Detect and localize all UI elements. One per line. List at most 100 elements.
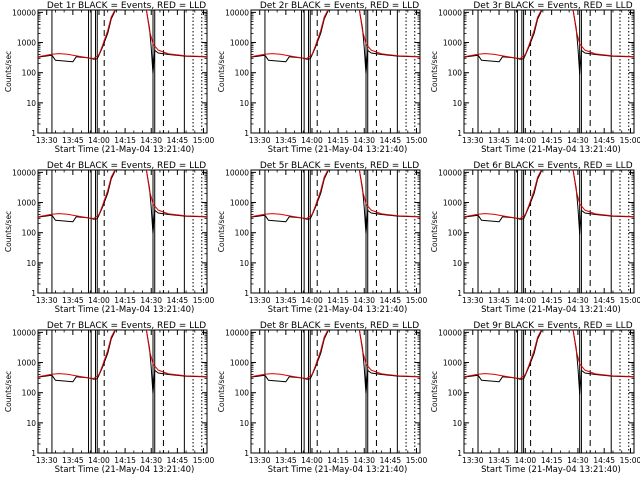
y-tick-label: 100 [235, 389, 250, 398]
y-tick-label: 1000 [17, 199, 36, 208]
y-axis-label: Counts/sec [217, 371, 226, 412]
x-tick-label: 14:15 [114, 136, 136, 145]
y-tick-label: 10 [26, 259, 36, 268]
y-tick-label: 1 [244, 289, 249, 298]
panel-3: Det 3r BLACK = Events, RED = LLD 1 10 100 10… [430, 1, 640, 155]
plot-area [464, 330, 634, 453]
x-tick-label: 14:00 [301, 296, 323, 305]
panel-7: Det 7r BLACK = Events, RED = LLD 1 10 100 10… [4, 321, 215, 475]
panel-9: Det 9r BLACK = Events, RED = LLD 1 10 100 10… [430, 321, 640, 475]
y-axis-label: Counts/sec [430, 51, 439, 92]
x-tick-label: 14:45 [380, 136, 402, 145]
plot-area [464, 170, 634, 293]
x-axis-label: Start Time (21-May-04 13:21:40) [481, 305, 621, 315]
plot-frame [37, 169, 208, 294]
series-line-lld [38, 330, 207, 379]
x-tick-label: 14:30 [140, 136, 162, 145]
series-line-events [251, 330, 420, 395]
y-tick-label: 1 [244, 449, 249, 458]
plot-frame [463, 9, 635, 134]
y-tick-label: 1 [31, 289, 36, 298]
x-tick-label: 13:30 [36, 456, 58, 465]
panel-title: Det 1r BLACK = Events, RED = LLD [47, 1, 206, 11]
x-tick-label: 13:30 [462, 136, 484, 145]
series-line-lld [464, 170, 634, 219]
y-tick-label: 1000 [230, 359, 249, 368]
y-tick-label: 1000 [443, 359, 462, 368]
x-tick-label: 15:00 [193, 136, 215, 145]
x-tick-label: 14:45 [167, 456, 189, 465]
x-tick-label: 14:45 [593, 296, 615, 305]
y-tick-label: 1000 [17, 39, 36, 48]
y-axis-label: Counts/sec [4, 51, 13, 92]
series-line-events [251, 10, 420, 75]
y-tick-label: 1 [457, 289, 462, 298]
panel-title: Det 8r BLACK = Events, RED = LLD [260, 321, 419, 331]
y-axis-label: Counts/sec [430, 371, 439, 412]
x-tick-label: 15:00 [620, 456, 640, 465]
y-tick-label: 1000 [17, 359, 36, 368]
series-line-lld [251, 10, 420, 59]
plot-area [251, 10, 420, 133]
x-tick-label: 14:15 [327, 136, 349, 145]
x-tick-label: 13:30 [249, 296, 271, 305]
x-axis-label: Start Time (21-May-04 13:21:40) [268, 465, 408, 475]
y-tick-label: 100 [235, 69, 250, 78]
x-tick-label: 13:45 [488, 296, 510, 305]
x-tick-label: 15:00 [193, 296, 215, 305]
plot-area [38, 10, 207, 133]
panel-8: Det 8r BLACK = Events, RED = LLD 1 10 100 10… [217, 321, 428, 475]
y-tick-label: 10000 [225, 328, 249, 337]
panel-title: Det 6r BLACK = Events, RED = LLD [473, 161, 632, 171]
plot-area [251, 330, 420, 453]
panel-title: Det 5r BLACK = Events, RED = LLD [260, 161, 419, 171]
series-line-lld [251, 170, 420, 219]
y-tick-label: 10000 [438, 168, 462, 177]
y-tick-label: 1 [457, 449, 462, 458]
y-tick-label: 10 [452, 419, 462, 428]
y-axis-label: Counts/sec [4, 211, 13, 252]
y-axis-label: Counts/sec [217, 51, 226, 92]
x-tick-label: 14:00 [515, 456, 537, 465]
x-tick-label: 14:45 [167, 136, 189, 145]
y-tick-label: 10000 [12, 168, 36, 177]
x-tick-label: 13:45 [488, 456, 510, 465]
panel-title: Det 9r BLACK = Events, RED = LLD [473, 321, 632, 331]
series-line-events [251, 170, 420, 235]
y-tick-label: 100 [22, 229, 37, 238]
y-axis-label: Counts/sec [430, 211, 439, 252]
plot-frame [37, 329, 208, 454]
x-tick-label: 14:00 [301, 136, 323, 145]
plot-frame [250, 169, 421, 294]
y-tick-label: 1000 [230, 39, 249, 48]
x-axis-label: Start Time (21-May-04 13:21:40) [55, 305, 195, 315]
panel-2: Det 2r BLACK = Events, RED = LLD 1 10 100 10… [217, 1, 428, 155]
x-tick-label: 13:30 [36, 296, 58, 305]
y-tick-label: 10000 [225, 168, 249, 177]
panel-title: Det 7r BLACK = Events, RED = LLD [47, 321, 206, 331]
y-tick-label: 100 [448, 229, 463, 238]
y-tick-label: 1000 [443, 39, 462, 48]
x-tick-label: 14:30 [140, 296, 162, 305]
y-tick-label: 100 [235, 229, 250, 238]
x-tick-label: 15:00 [620, 136, 640, 145]
panel-title: Det 3r BLACK = Events, RED = LLD [473, 1, 632, 11]
x-tick-label: 13:30 [249, 456, 271, 465]
x-tick-label: 13:45 [275, 296, 297, 305]
x-tick-label: 14:45 [380, 296, 402, 305]
y-tick-label: 10 [26, 419, 36, 428]
series-line-lld [464, 330, 634, 379]
x-tick-label: 15:00 [193, 456, 215, 465]
panel-title: Det 4r BLACK = Events, RED = LLD [47, 161, 206, 171]
y-tick-label: 10000 [12, 328, 36, 337]
x-tick-label: 14:30 [567, 136, 589, 145]
plot-frame [250, 329, 421, 454]
x-tick-label: 14:45 [593, 456, 615, 465]
x-tick-label: 14:15 [541, 456, 563, 465]
y-tick-label: 10 [239, 259, 249, 268]
x-tick-label: 13:30 [249, 136, 271, 145]
plot-area [251, 170, 420, 293]
y-tick-label: 10 [452, 259, 462, 268]
series-line-events [464, 10, 634, 75]
